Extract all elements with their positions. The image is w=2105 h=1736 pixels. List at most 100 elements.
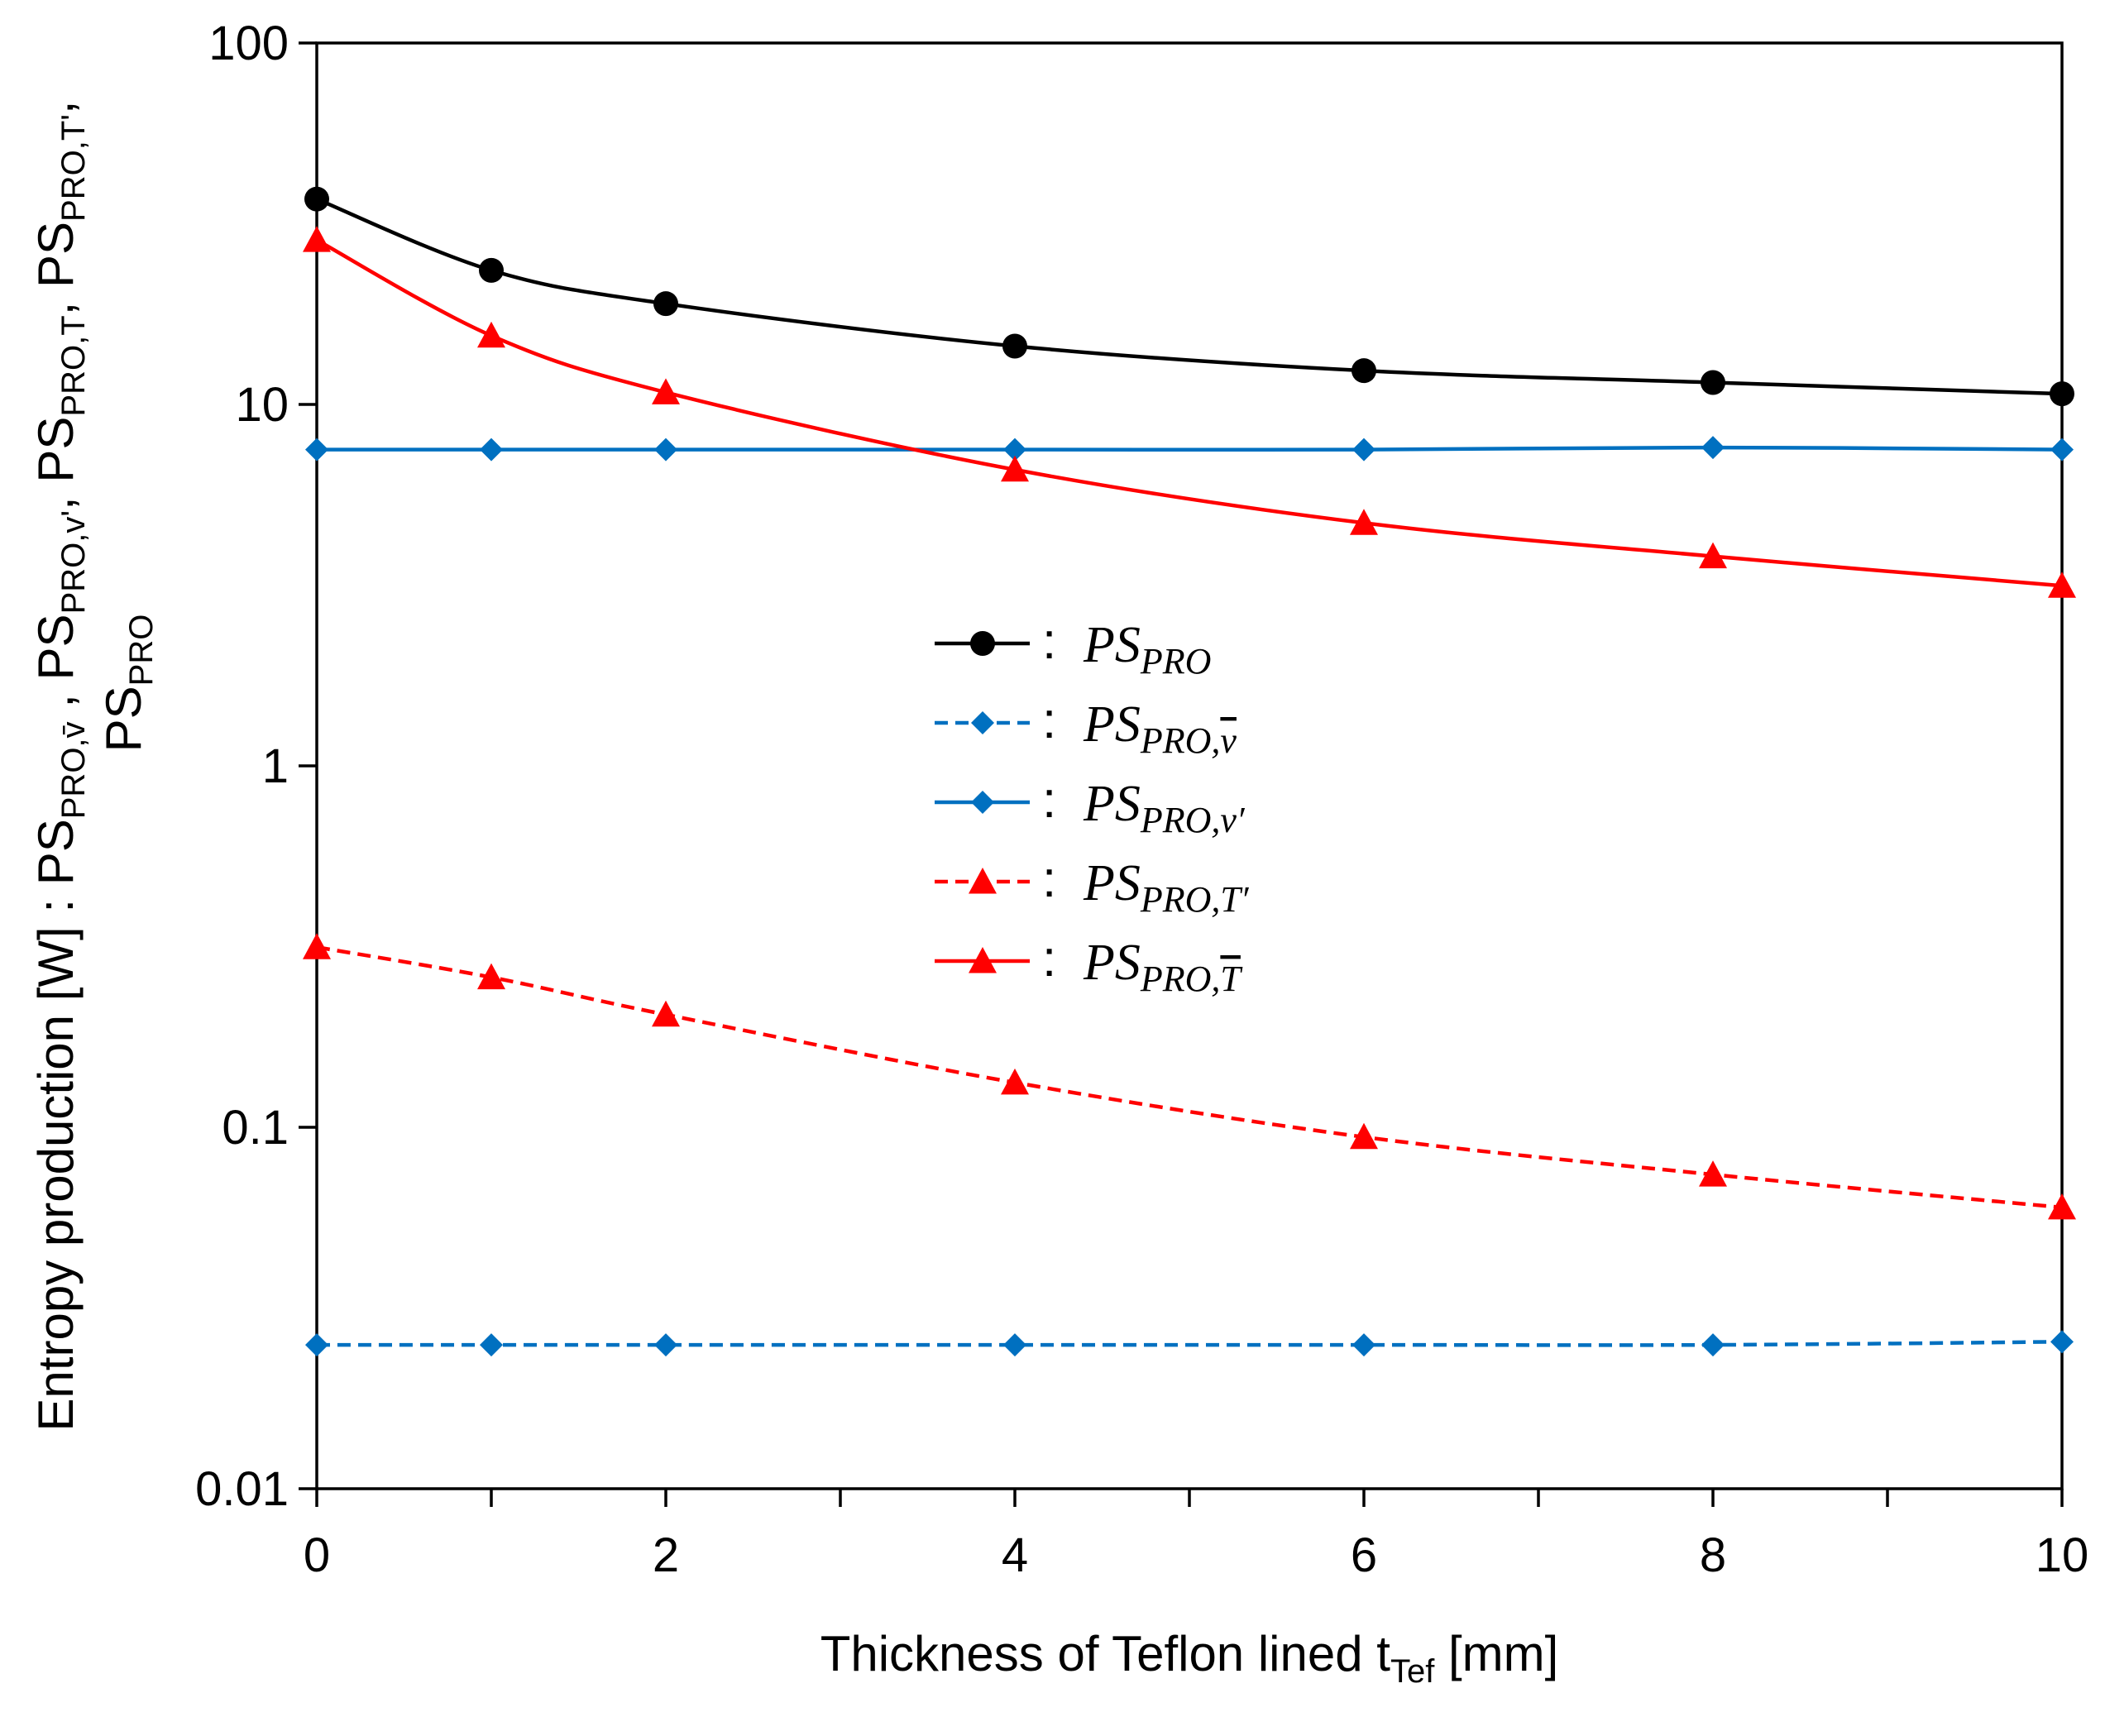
legend-main: PS <box>1083 855 1141 911</box>
data-point <box>652 1000 680 1027</box>
legend-subscript: PRO <box>1140 641 1212 681</box>
legend-overbar-symbol: v <box>1220 720 1237 761</box>
y-axis-title-line1: Entropy production [W] : PSPRO,v̄ , PSPR… <box>28 100 92 1431</box>
y-tick-label: 1 <box>262 739 289 793</box>
data-point <box>303 226 331 252</box>
legend-marker <box>971 791 994 814</box>
legend-entry-0: : PSPRO <box>935 613 1211 681</box>
x-axis-title-unit: [mm] <box>1434 1626 1558 1681</box>
series-line <box>317 445 2063 452</box>
y-title-text: , PS <box>28 417 84 510</box>
y-title-text: , <box>28 100 84 114</box>
data-point <box>1701 1333 1725 1357</box>
legend-marker <box>969 868 997 894</box>
series-2 <box>305 436 2074 461</box>
data-point <box>1350 1122 1378 1150</box>
series-4 <box>303 226 2076 598</box>
data-point <box>477 321 505 348</box>
series-line <box>317 1340 2063 1347</box>
x-tick-label: 6 <box>1351 1528 1377 1582</box>
data-point <box>2048 1193 2076 1220</box>
data-point <box>480 1333 503 1357</box>
y-tick-label: 100 <box>208 17 289 70</box>
legend-entry-3: : PSPRO,T′ <box>935 851 1250 920</box>
y-title-subscript: PRO,T' <box>55 114 92 222</box>
legend-label: PSPRO,T <box>1083 935 1243 999</box>
series-layer <box>303 186 2076 1357</box>
legend-separator: : <box>1042 613 1056 670</box>
data-point <box>1001 455 1029 482</box>
data-point <box>1701 436 1725 460</box>
data-point <box>304 186 329 212</box>
data-point <box>480 438 503 461</box>
data-point <box>305 1333 328 1357</box>
legend-separator: : <box>1042 930 1056 988</box>
y-title-subscript: PRO,v' <box>55 510 92 614</box>
y-axis-title: Entropy production [W] : PSPRO,v̄ , PSPR… <box>28 100 160 1431</box>
data-point <box>1002 333 1027 359</box>
x-tick-label: 2 <box>653 1528 679 1582</box>
data-point <box>1001 1068 1029 1095</box>
legend-overbar-symbol: T <box>1220 959 1243 999</box>
data-point <box>1701 370 1725 395</box>
data-point <box>1350 509 1378 535</box>
legend-subscript: PRO,v <box>1140 800 1237 840</box>
x-tick-label: 0 <box>304 1528 330 1582</box>
data-point <box>652 378 680 404</box>
data-point <box>1352 438 1375 461</box>
series-1 <box>305 1330 2074 1357</box>
data-point <box>653 291 678 317</box>
series-line <box>316 945 2063 1210</box>
legend-separator: : <box>1042 692 1056 749</box>
x-axis-title: Thickness of Teflon lined tTef [mm] <box>820 1626 1559 1690</box>
data-point <box>479 257 504 283</box>
data-point <box>654 438 677 461</box>
legend-label: PSPRO <box>1083 617 1211 681</box>
axes-layer: 0.01 0.1 1 10 100 0 2 4 6 8 10 <box>195 17 2088 1582</box>
data-point <box>1003 438 1026 461</box>
series-3 <box>303 933 2076 1220</box>
plot-frame <box>315 41 2064 1490</box>
data-point <box>2050 438 2074 461</box>
legend-subscript: PRO,T <box>1140 879 1244 920</box>
y-axis-title-line2: PSPRO <box>96 615 160 753</box>
data-point <box>2050 1330 2074 1354</box>
y-title-subscript: PRO,T <box>55 315 92 416</box>
legend-label: PSPRO,v <box>1083 696 1237 761</box>
legend-marker <box>969 947 997 973</box>
legend-marker <box>970 631 995 656</box>
data-point <box>1699 1160 1727 1187</box>
legend-separator: : <box>1042 772 1056 829</box>
y-tick-label: 10 <box>235 378 289 432</box>
legend-entry-1: : PSPRO,v <box>935 692 1237 761</box>
legend-main: PS <box>1083 617 1141 673</box>
legend-subscript: PRO, <box>1140 720 1221 761</box>
legend-prime: ′ <box>1241 879 1250 920</box>
data-point <box>1352 358 1376 384</box>
y-title-subscript: v̄ <box>55 721 92 738</box>
series-0 <box>304 186 2074 407</box>
data-point <box>1352 1333 1375 1357</box>
legend-entry-2: : PSPRO,v′ <box>935 772 1246 840</box>
series-line <box>315 238 2063 588</box>
data-point <box>2050 381 2074 407</box>
legend-label: PSPRO,T′ <box>1083 855 1250 920</box>
y-title-text: , PS <box>28 614 84 721</box>
data-point <box>2048 571 2076 598</box>
x-axis-title-main: Thickness of Teflon lined t <box>820 1626 1391 1681</box>
data-point <box>1003 1333 1026 1357</box>
data-point <box>1699 542 1727 569</box>
y-title-subscript: PRO <box>123 615 160 686</box>
y-title-subscript: PRO, <box>55 738 92 819</box>
x-tick-label: 8 <box>1700 1528 1726 1582</box>
legend-prime: ′ <box>1237 800 1246 840</box>
legend-main: PS <box>1083 696 1141 753</box>
legend: : PSPRO: PSPRO,v: PSPRO,v′: PSPRO,T′: PSPRO,T <box>935 613 1250 999</box>
data-point <box>303 933 331 959</box>
legend-subscript: PRO, <box>1140 959 1221 999</box>
x-tick-label: 10 <box>2036 1528 2089 1582</box>
x-axis-title-sub: Tef <box>1390 1653 1435 1690</box>
x-tick-label: 4 <box>1002 1528 1028 1582</box>
axis-titles: Thickness of Teflon lined tTef [mm] Entro… <box>28 100 1558 1690</box>
